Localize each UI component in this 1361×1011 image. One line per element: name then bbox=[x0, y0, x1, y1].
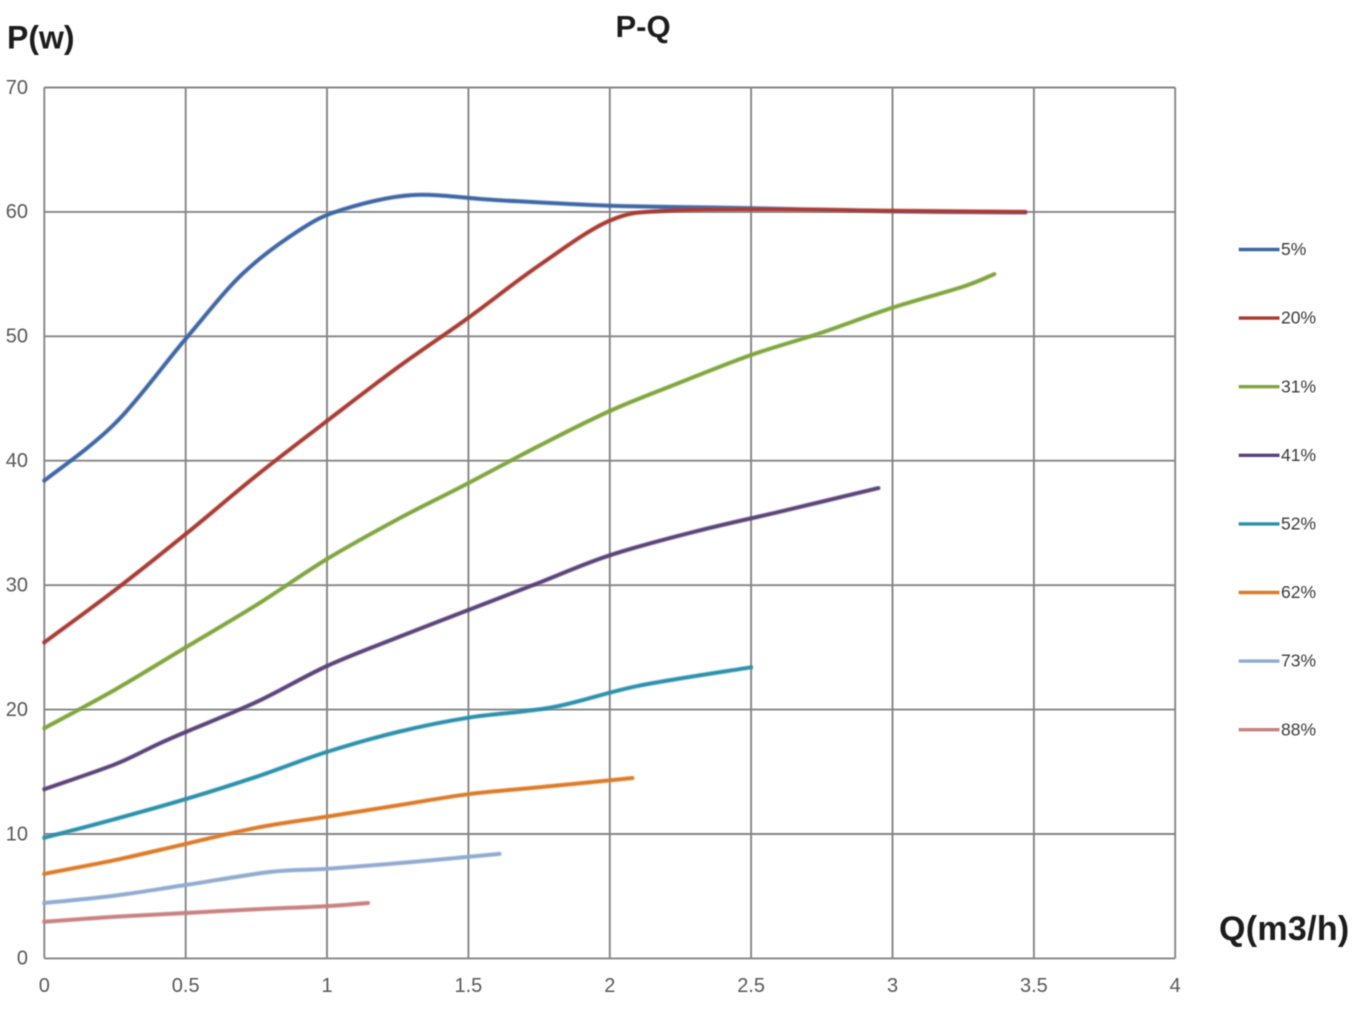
svg-text:62%: 62% bbox=[1281, 582, 1316, 602]
svg-text:2: 2 bbox=[604, 975, 615, 997]
svg-text:40: 40 bbox=[6, 450, 28, 472]
svg-text:52%: 52% bbox=[1281, 514, 1316, 534]
svg-text:88%: 88% bbox=[1281, 719, 1316, 739]
svg-text:5%: 5% bbox=[1281, 239, 1306, 259]
svg-text:3.5: 3.5 bbox=[1020, 975, 1048, 997]
svg-text:P(w): P(w) bbox=[7, 20, 75, 56]
svg-text:70: 70 bbox=[6, 77, 28, 99]
svg-text:1: 1 bbox=[321, 975, 332, 997]
svg-text:P-Q: P-Q bbox=[615, 9, 670, 44]
svg-text:31%: 31% bbox=[1281, 376, 1316, 396]
svg-text:73%: 73% bbox=[1281, 651, 1316, 671]
svg-text:20%: 20% bbox=[1281, 308, 1316, 328]
svg-text:30: 30 bbox=[6, 574, 28, 596]
svg-text:4: 4 bbox=[1170, 975, 1181, 997]
svg-text:60: 60 bbox=[6, 201, 28, 223]
svg-text:20: 20 bbox=[6, 699, 28, 721]
svg-text:0: 0 bbox=[17, 948, 28, 970]
svg-text:Q(m3/h): Q(m3/h) bbox=[1219, 910, 1350, 948]
svg-text:10: 10 bbox=[6, 823, 28, 845]
svg-text:1.5: 1.5 bbox=[454, 975, 482, 997]
svg-text:50: 50 bbox=[6, 326, 28, 348]
svg-text:0: 0 bbox=[39, 975, 50, 997]
svg-text:0.5: 0.5 bbox=[172, 975, 200, 997]
svg-text:41%: 41% bbox=[1281, 445, 1316, 465]
svg-text:2.5: 2.5 bbox=[737, 975, 765, 997]
svg-text:3: 3 bbox=[887, 975, 898, 997]
